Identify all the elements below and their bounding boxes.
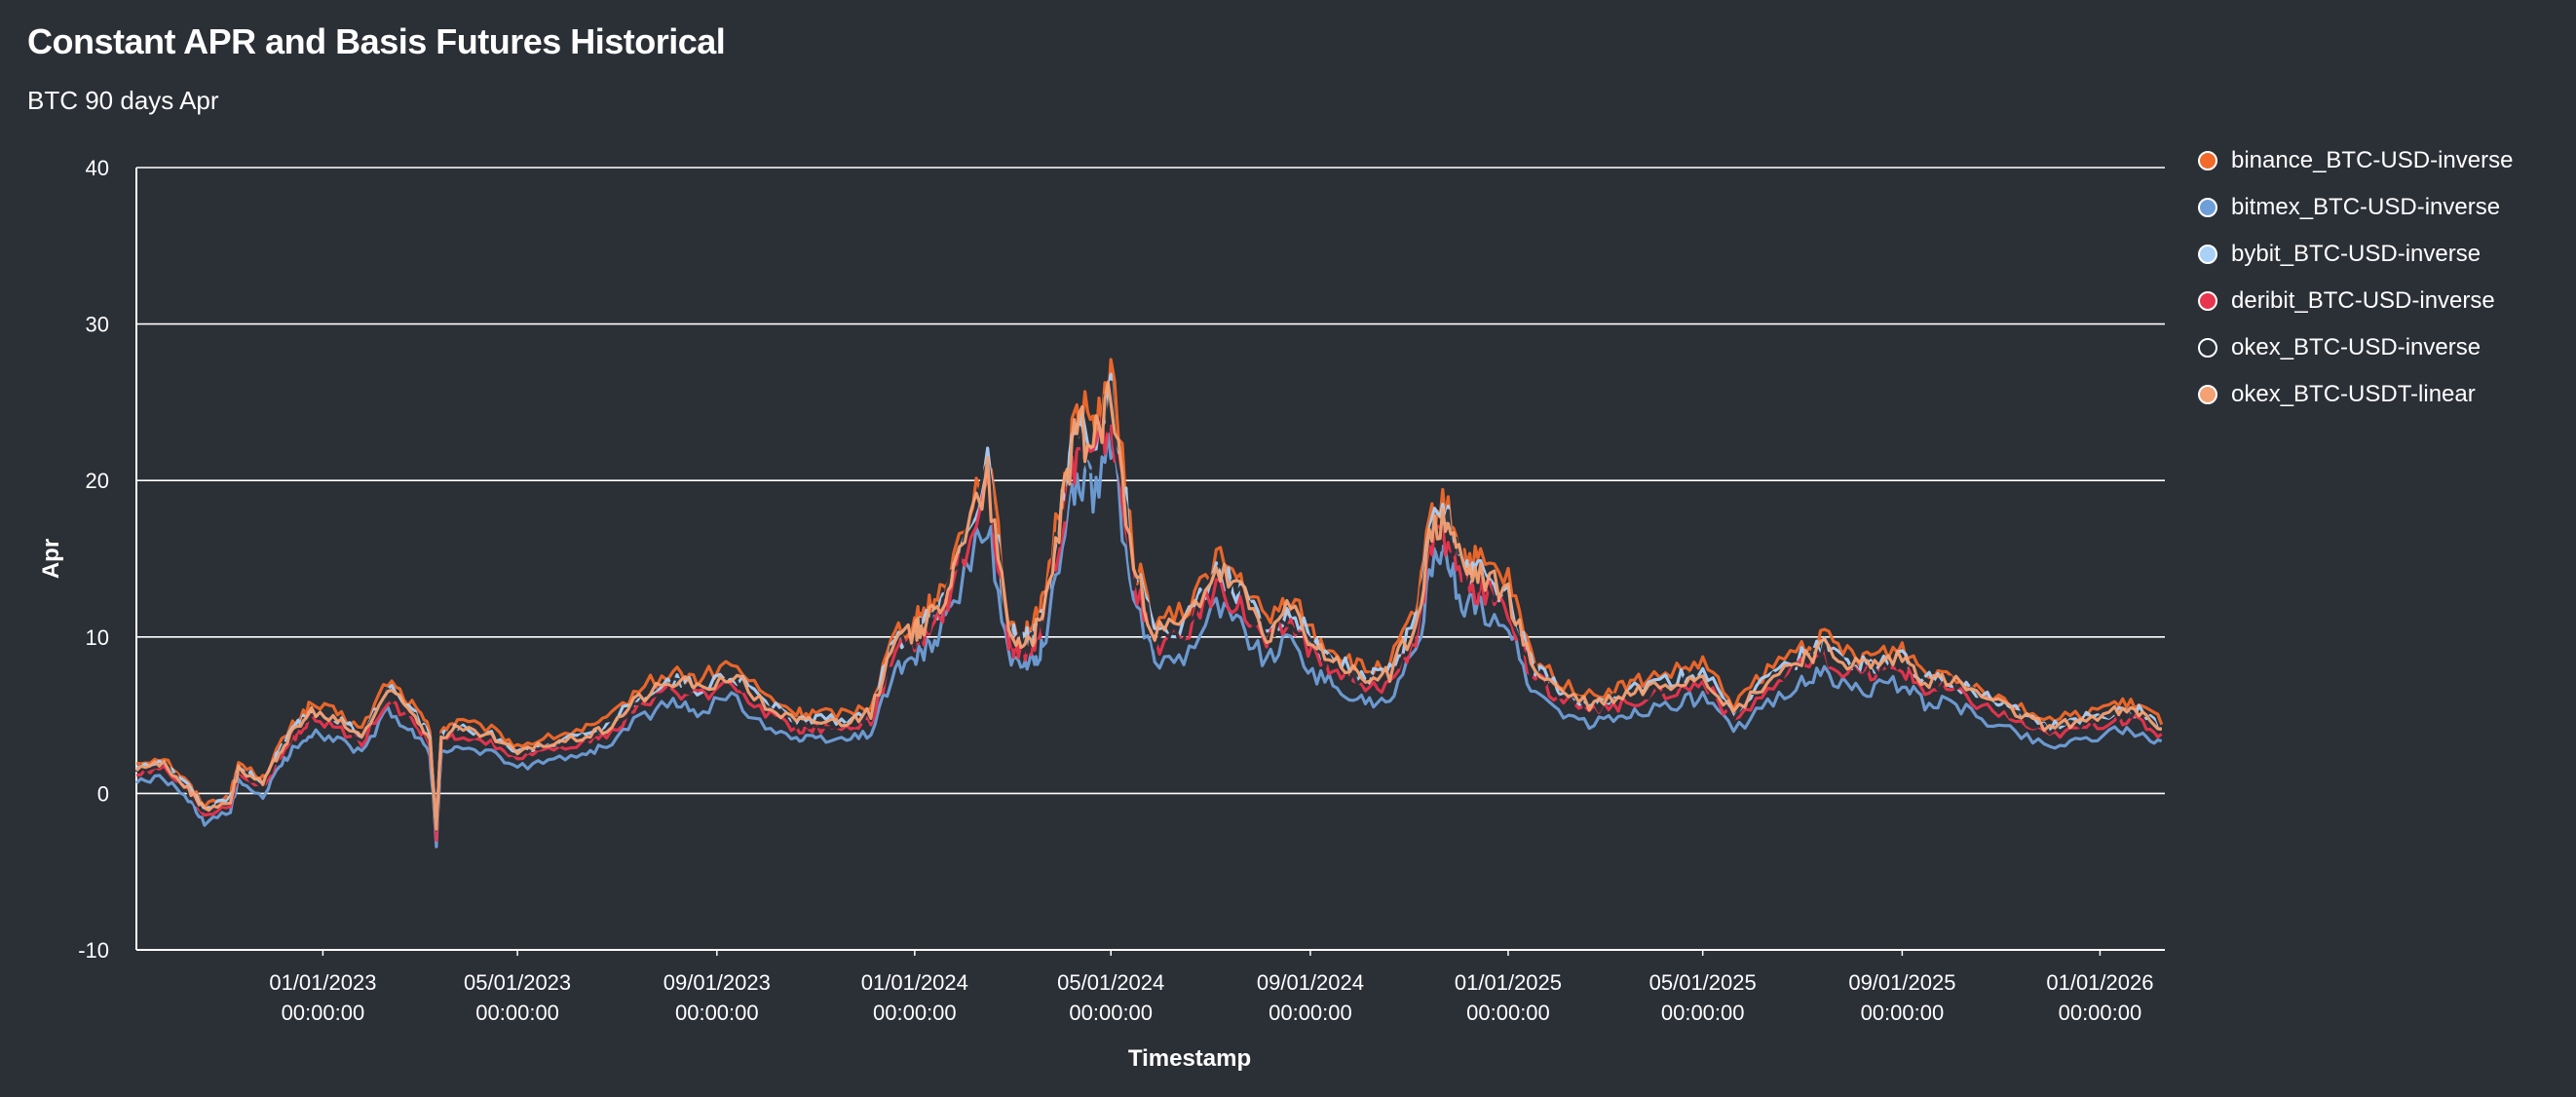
y-tick-label: 30 — [86, 313, 109, 337]
legend-marker-icon — [2198, 150, 2217, 170]
legend-item[interactable]: bybit_BTC-USD-inverse — [2198, 240, 2513, 268]
x-tick-label-time: 00:00:00 — [1069, 1001, 1153, 1025]
x-tick-label: 05/01/2024 — [1057, 970, 1164, 995]
x-tick-label: 09/01/2023 — [663, 970, 771, 995]
legend-marker-icon — [2198, 244, 2217, 264]
legend-item[interactable]: okex_BTC-USD-inverse — [2198, 333, 2513, 361]
y-tick-label: 10 — [86, 625, 109, 650]
x-tick-label-time: 00:00:00 — [2059, 1001, 2142, 1025]
y-tick-label: 20 — [86, 469, 109, 493]
chart-subtitle: BTC 90 days Apr — [27, 86, 219, 115]
legend-item[interactable]: bitmex_BTC-USD-inverse — [2198, 193, 2513, 221]
x-tick-label-time: 00:00:00 — [873, 1001, 957, 1025]
legend-label: binance_BTC-USD-inverse — [2231, 146, 2514, 173]
x-tick-label-time: 00:00:00 — [1466, 1001, 1550, 1025]
x-axis-title: Timestamp — [1128, 1045, 1251, 1072]
legend-label: okex_BTC-USDT-linear — [2231, 380, 2476, 407]
x-tick-label-time: 00:00:00 — [1269, 1001, 1352, 1025]
x-tick-label-time: 00:00:00 — [475, 1001, 559, 1025]
x-tick-label-time: 00:00:00 — [282, 1001, 365, 1025]
legend-item[interactable]: deribit_BTC-USD-inverse — [2198, 286, 2513, 315]
series-line-okex_BTC-USDT-linear — [134, 380, 2162, 831]
legend-marker-icon — [2198, 197, 2217, 217]
legend-marker-icon — [2198, 290, 2217, 311]
y-axis-title: Apr — [38, 539, 64, 579]
x-tick-label-time: 00:00:00 — [1861, 1001, 1945, 1025]
x-tick-label: 09/01/2024 — [1257, 970, 1364, 995]
legend-marker-icon — [2198, 337, 2217, 358]
x-tick-label: 01/01/2023 — [269, 970, 376, 995]
x-tick-label: 09/01/2025 — [1848, 970, 1955, 995]
legend-marker-icon — [2198, 384, 2217, 404]
x-tick-label: 05/01/2023 — [464, 970, 571, 995]
legend-label: okex_BTC-USD-inverse — [2231, 333, 2481, 360]
y-tick-label: -10 — [78, 938, 109, 963]
legend-item[interactable]: binance_BTC-USD-inverse — [2198, 146, 2513, 174]
chart-title: Constant APR and Basis Futures Historica… — [27, 21, 726, 61]
x-tick-label-time: 00:00:00 — [675, 1001, 759, 1025]
legend-label: deribit_BTC-USD-inverse — [2231, 286, 2495, 314]
y-tick-label: 40 — [86, 156, 109, 180]
legend-label: bybit_BTC-USD-inverse — [2231, 240, 2481, 267]
chart-legend: binance_BTC-USD-inverse bitmex_BTC-USD-in… — [2198, 146, 2513, 408]
legend-item[interactable]: okex_BTC-USDT-linear — [2198, 380, 2513, 408]
x-tick-label: 01/01/2025 — [1455, 970, 1562, 995]
x-tick-label-time: 00:00:00 — [1661, 1001, 1745, 1025]
y-tick-label: 0 — [97, 781, 109, 806]
x-tick-label: 05/01/2025 — [1649, 970, 1757, 995]
x-tick-label: 01/01/2026 — [2046, 970, 2153, 995]
legend-label: bitmex_BTC-USD-inverse — [2231, 193, 2501, 220]
x-tick-label: 01/01/2024 — [861, 970, 968, 995]
